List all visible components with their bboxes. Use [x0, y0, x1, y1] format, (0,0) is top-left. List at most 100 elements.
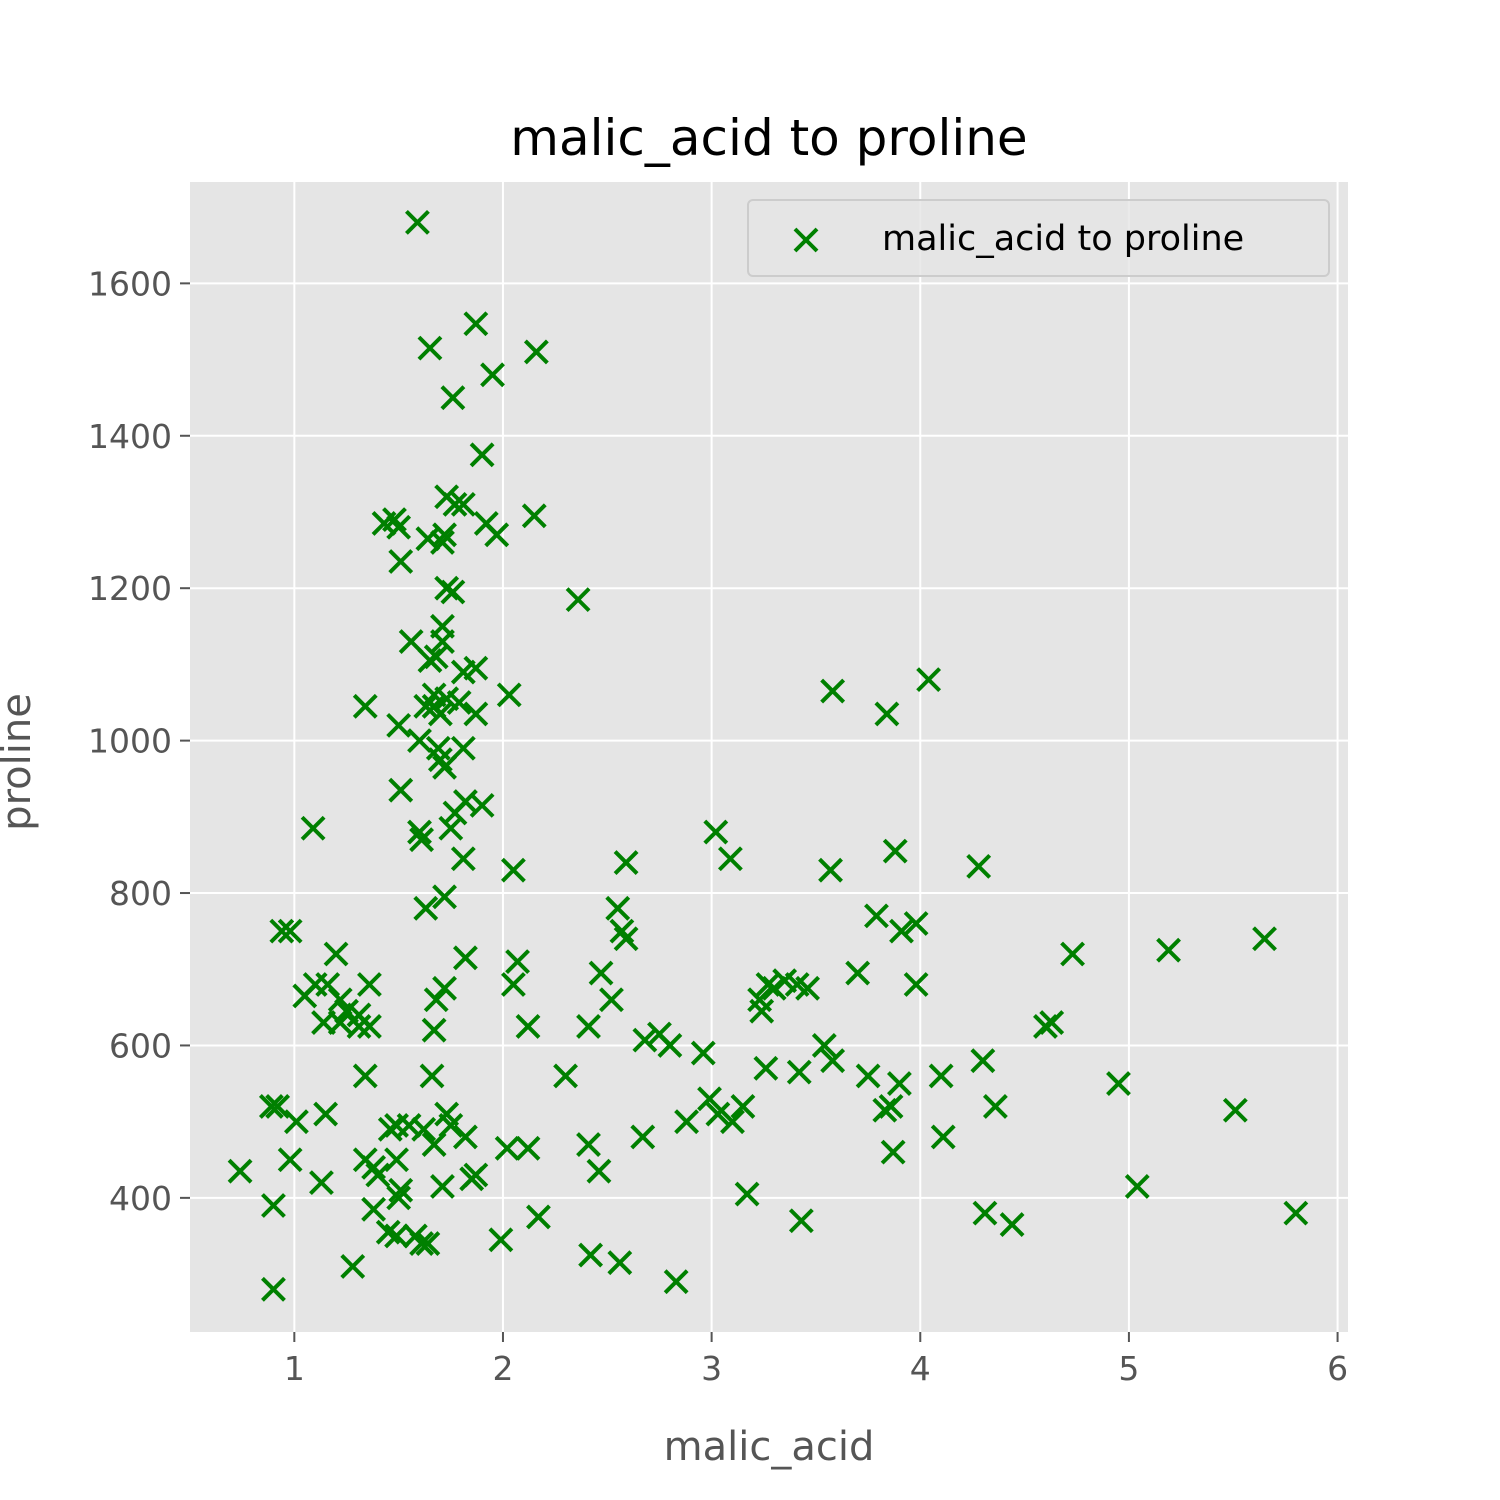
data-point — [697, 1086, 722, 1112]
data-point — [576, 1013, 601, 1039]
data-point — [521, 503, 547, 529]
data-point — [1039, 1010, 1065, 1036]
data-point — [845, 960, 871, 986]
data-point — [300, 815, 326, 841]
y-tick-label: 1600 — [88, 264, 172, 303]
data-point — [277, 1147, 303, 1173]
data-point — [972, 1200, 998, 1226]
data-point — [386, 1185, 412, 1211]
data-point — [717, 846, 743, 872]
data-point — [352, 693, 378, 719]
data-point — [928, 1063, 954, 1089]
data-point — [419, 1063, 445, 1089]
data-point — [407, 819, 432, 845]
data-point — [663, 1269, 689, 1295]
legend-marker — [793, 227, 819, 253]
legend-marker-x — [793, 227, 819, 253]
data-point — [578, 1242, 604, 1268]
data-point — [515, 1013, 541, 1039]
data-point — [930, 1124, 956, 1150]
data-point — [753, 1055, 779, 1081]
data-point — [398, 629, 424, 654]
data-point — [384, 1147, 409, 1173]
data-point — [599, 987, 624, 1013]
data-point — [388, 1177, 414, 1203]
data-point — [882, 838, 908, 864]
legend-box — [747, 199, 1330, 277]
data-point — [430, 629, 455, 654]
data-point — [361, 1154, 387, 1180]
data-point — [417, 648, 443, 674]
plot-area — [190, 182, 1348, 1332]
data-point — [388, 777, 414, 803]
data-point — [382, 507, 407, 533]
data-point — [446, 690, 472, 715]
data-point — [820, 678, 846, 704]
data-point — [323, 941, 349, 967]
data-point — [421, 1132, 447, 1157]
data-point — [450, 846, 476, 872]
data-point — [409, 1231, 435, 1257]
data-point — [488, 1227, 514, 1253]
data-point — [413, 895, 439, 921]
data-point — [818, 857, 843, 883]
data-point — [565, 587, 591, 613]
data-point — [788, 1208, 814, 1234]
x-tick-label: 3 — [701, 1349, 722, 1388]
data-point — [227, 1158, 253, 1184]
grid-lines — [190, 182, 1348, 1332]
y-tick-label: 1000 — [88, 722, 172, 761]
data-point — [705, 1101, 731, 1127]
data-point — [657, 1033, 683, 1058]
data-point — [874, 701, 900, 727]
data-point — [730, 1094, 756, 1119]
x-tick-label: 4 — [910, 1349, 931, 1388]
data-point — [453, 1124, 478, 1150]
data-point — [674, 1109, 699, 1135]
data-point — [340, 1254, 366, 1279]
y-tick-label: 1400 — [88, 417, 172, 456]
data-point — [786, 1059, 812, 1085]
legend: malic_acid to proline — [747, 199, 1330, 277]
data-point — [442, 800, 468, 826]
data-point — [609, 918, 635, 944]
data-point — [889, 918, 914, 944]
data-point — [357, 972, 382, 997]
x-tick-label: 2 — [492, 1349, 513, 1388]
data-point — [361, 1196, 387, 1222]
data-point — [1222, 1097, 1248, 1123]
data-point — [430, 1174, 455, 1199]
data-point — [417, 335, 443, 361]
data-point — [469, 442, 495, 468]
data-point — [386, 712, 412, 738]
data-point — [261, 1276, 286, 1302]
data-point — [553, 1063, 578, 1089]
data-point — [515, 1135, 541, 1161]
data-point — [309, 1170, 334, 1196]
data-point — [1156, 937, 1181, 963]
data-point — [421, 1017, 447, 1043]
data-point — [903, 972, 929, 997]
data-point — [613, 850, 639, 875]
data-point — [313, 1101, 339, 1127]
data-point — [1060, 941, 1085, 967]
data-point — [720, 1109, 745, 1135]
data-point — [463, 1162, 489, 1188]
data-point — [811, 1033, 837, 1058]
data-point — [484, 522, 510, 548]
data-point — [440, 385, 466, 411]
data-point — [283, 1109, 309, 1135]
data-point — [903, 911, 929, 936]
data-point — [409, 827, 435, 853]
y-tick-label: 400 — [109, 1179, 172, 1218]
data-point — [1283, 1200, 1309, 1226]
legend-label: malic_acid to proline — [882, 219, 1244, 259]
data-point — [878, 1094, 904, 1119]
data-point — [999, 1212, 1025, 1237]
data-point — [916, 667, 942, 693]
data-point — [438, 815, 464, 841]
data-point — [855, 1063, 881, 1089]
data-point — [327, 1010, 353, 1036]
data-point — [432, 754, 457, 780]
